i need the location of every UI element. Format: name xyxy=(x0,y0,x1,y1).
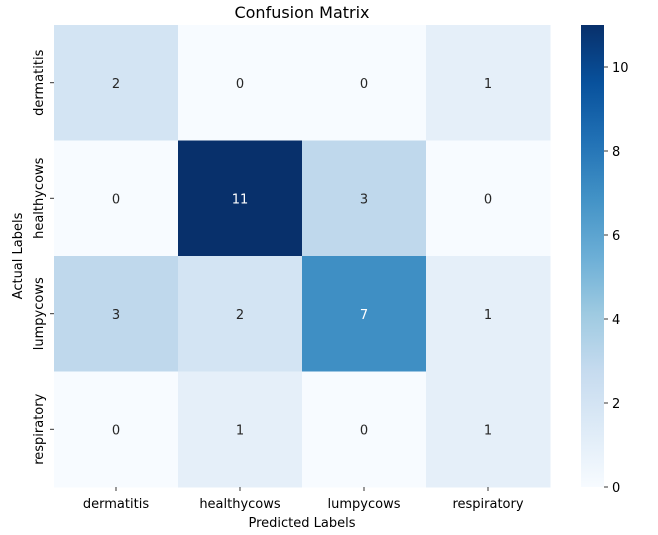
x-tick-label: respiratory xyxy=(452,497,523,512)
heatmap-cell xyxy=(178,256,303,372)
cell-value-label: 7 xyxy=(360,308,368,323)
cell-value-label: 2 xyxy=(112,77,120,92)
colorbar-tick-label: 8 xyxy=(612,145,620,160)
chart-title: Confusion Matrix xyxy=(234,3,369,22)
heatmap-cell xyxy=(302,25,427,141)
heatmap-cell xyxy=(178,140,303,257)
cell-value-label: 1 xyxy=(484,308,492,323)
cell-value-label: 3 xyxy=(112,308,120,323)
x-tick-label: lumpycows xyxy=(328,497,401,512)
heatmap-cell xyxy=(54,140,179,257)
cell-value-label: 2 xyxy=(236,308,244,323)
x-axis-label: Predicted Labels xyxy=(248,516,355,531)
cell-value-label: 11 xyxy=(232,192,249,207)
heatmap-cell xyxy=(54,256,179,372)
y-tick-label: dermatitis xyxy=(32,49,47,115)
colorbar-tick-label: 0 xyxy=(612,481,620,496)
colorbar-tick-label: 2 xyxy=(612,397,620,412)
y-axis-label: Actual Labels xyxy=(11,212,26,299)
heatmap-cell xyxy=(426,140,551,257)
y-tick-label: lumpycows xyxy=(32,277,47,350)
x-tick-label: dermatitis xyxy=(83,497,149,512)
heatmap-cell xyxy=(302,256,427,372)
colorbar: 0 2 4 6 8 10 xyxy=(581,25,629,496)
y-axis: dermatitis healthycows lumpycows respirator… xyxy=(32,49,54,465)
x-axis: dermatitis healthycows lumpycows respirator… xyxy=(83,487,524,512)
cell-value-label: 0 xyxy=(112,423,120,438)
heatmap-cell xyxy=(302,371,427,488)
cell-value-label: 1 xyxy=(484,77,492,92)
heatmap-cell xyxy=(54,25,179,141)
cell-value-label: 0 xyxy=(112,192,120,207)
heatmap-cell xyxy=(178,371,303,488)
heatmap-cell xyxy=(302,140,427,257)
cell-value-label: 1 xyxy=(484,423,492,438)
y-tick-label: respiratory xyxy=(32,393,47,464)
heatmap-cell xyxy=(178,25,303,141)
heatmap-cell-labels: 2 0 0 1 0 11 3 0 3 2 7 1 0 1 0 1 xyxy=(112,77,492,439)
cell-value-label: 1 xyxy=(236,423,244,438)
colorbar-tick-label: 10 xyxy=(612,61,629,76)
heatmap-cell xyxy=(426,371,551,488)
cell-value-label: 0 xyxy=(484,192,492,207)
heatmap-cell xyxy=(426,256,551,372)
cell-value-label: 0 xyxy=(236,77,244,92)
y-tick-label: healthycows xyxy=(32,157,47,239)
cell-value-label: 3 xyxy=(360,192,368,207)
heatmap-cell xyxy=(426,25,551,141)
heatmap-cells xyxy=(54,25,551,488)
cell-value-label: 0 xyxy=(360,77,368,92)
x-tick-label: healthycows xyxy=(199,497,281,512)
colorbar-tick-label: 6 xyxy=(612,229,620,244)
colorbar-tick-label: 4 xyxy=(612,313,620,328)
heatmap-cell xyxy=(54,371,179,488)
colorbar-gradient xyxy=(581,25,604,487)
cell-value-label: 0 xyxy=(360,423,368,438)
